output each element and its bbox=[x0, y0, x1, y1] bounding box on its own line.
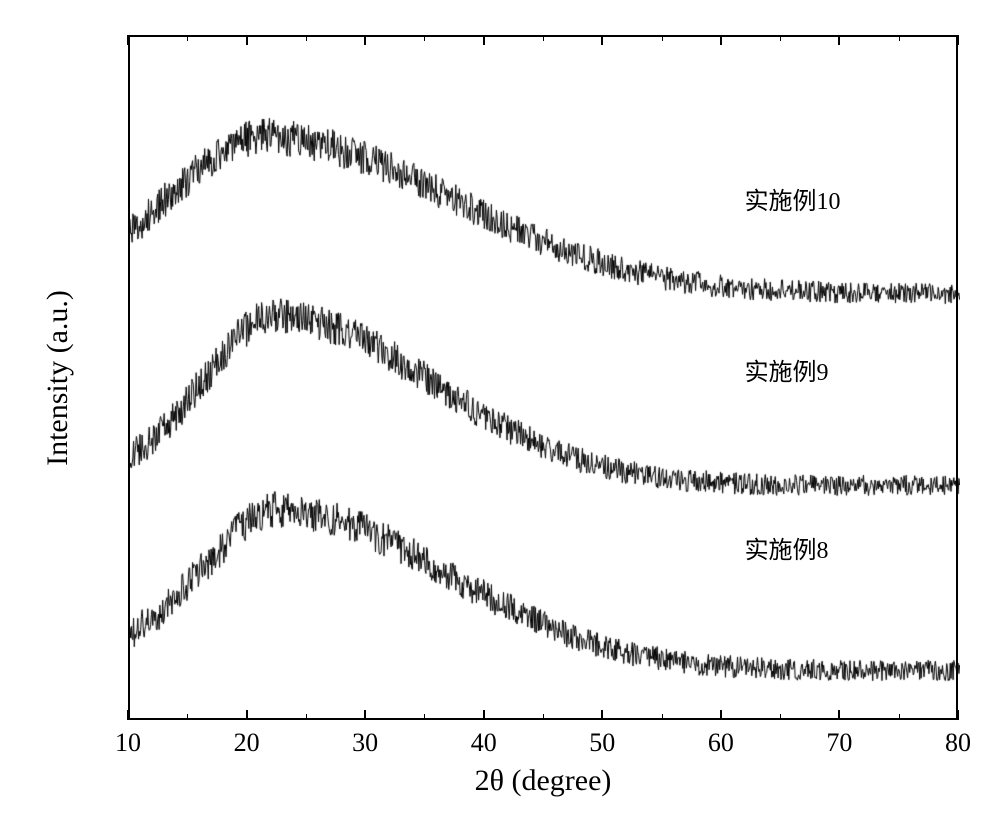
x-tick-label: 20 bbox=[234, 728, 260, 758]
x-minor-tick-top bbox=[543, 35, 544, 41]
x-tick-top bbox=[601, 35, 603, 45]
x-tick bbox=[601, 710, 603, 720]
x-tick-label: 30 bbox=[352, 728, 378, 758]
x-tick-top bbox=[364, 35, 366, 45]
xrd-curves-canvas bbox=[130, 37, 960, 722]
x-minor-tick bbox=[306, 714, 307, 720]
x-tick-label: 10 bbox=[115, 728, 141, 758]
series-label-example8: 实施例8 bbox=[745, 530, 829, 565]
x-minor-tick bbox=[424, 714, 425, 720]
x-tick-top bbox=[246, 35, 248, 45]
x-minor-tick bbox=[899, 714, 900, 720]
x-tick bbox=[483, 710, 485, 720]
x-tick bbox=[720, 710, 722, 720]
x-tick bbox=[957, 710, 959, 720]
x-minor-tick-top bbox=[424, 35, 425, 41]
x-tick-top bbox=[127, 35, 129, 45]
x-minor-tick bbox=[780, 714, 781, 720]
x-tick-top bbox=[957, 35, 959, 45]
x-tick-label: 60 bbox=[708, 728, 734, 758]
series-label-example9: 实施例9 bbox=[745, 352, 829, 387]
x-tick bbox=[246, 710, 248, 720]
x-minor-tick-top bbox=[306, 35, 307, 41]
x-tick bbox=[364, 710, 366, 720]
x-tick-label: 80 bbox=[945, 728, 971, 758]
x-minor-tick-top bbox=[662, 35, 663, 41]
x-minor-tick bbox=[187, 714, 188, 720]
x-tick-top bbox=[483, 35, 485, 45]
x-minor-tick-top bbox=[899, 35, 900, 41]
x-tick bbox=[127, 710, 129, 720]
x-minor-tick-top bbox=[187, 35, 188, 41]
series-label-example10: 实施例10 bbox=[745, 181, 841, 216]
x-tick-label: 50 bbox=[589, 728, 615, 758]
x-tick-label: 70 bbox=[826, 728, 852, 758]
x-tick bbox=[838, 710, 840, 720]
x-minor-tick bbox=[543, 714, 544, 720]
x-axis-label: 2θ (degree) bbox=[475, 764, 612, 798]
x-minor-tick bbox=[662, 714, 663, 720]
plot-area bbox=[128, 35, 958, 720]
x-tick-label: 40 bbox=[471, 728, 497, 758]
x-tick-top bbox=[720, 35, 722, 45]
y-axis-label: Intensity (a.u.) bbox=[41, 290, 75, 466]
x-tick-top bbox=[838, 35, 840, 45]
x-minor-tick-top bbox=[780, 35, 781, 41]
xrd-figure: 10 20 30 40 50 60 70 80 2θ (degree) Intensity (a.… bbox=[0, 0, 1000, 835]
